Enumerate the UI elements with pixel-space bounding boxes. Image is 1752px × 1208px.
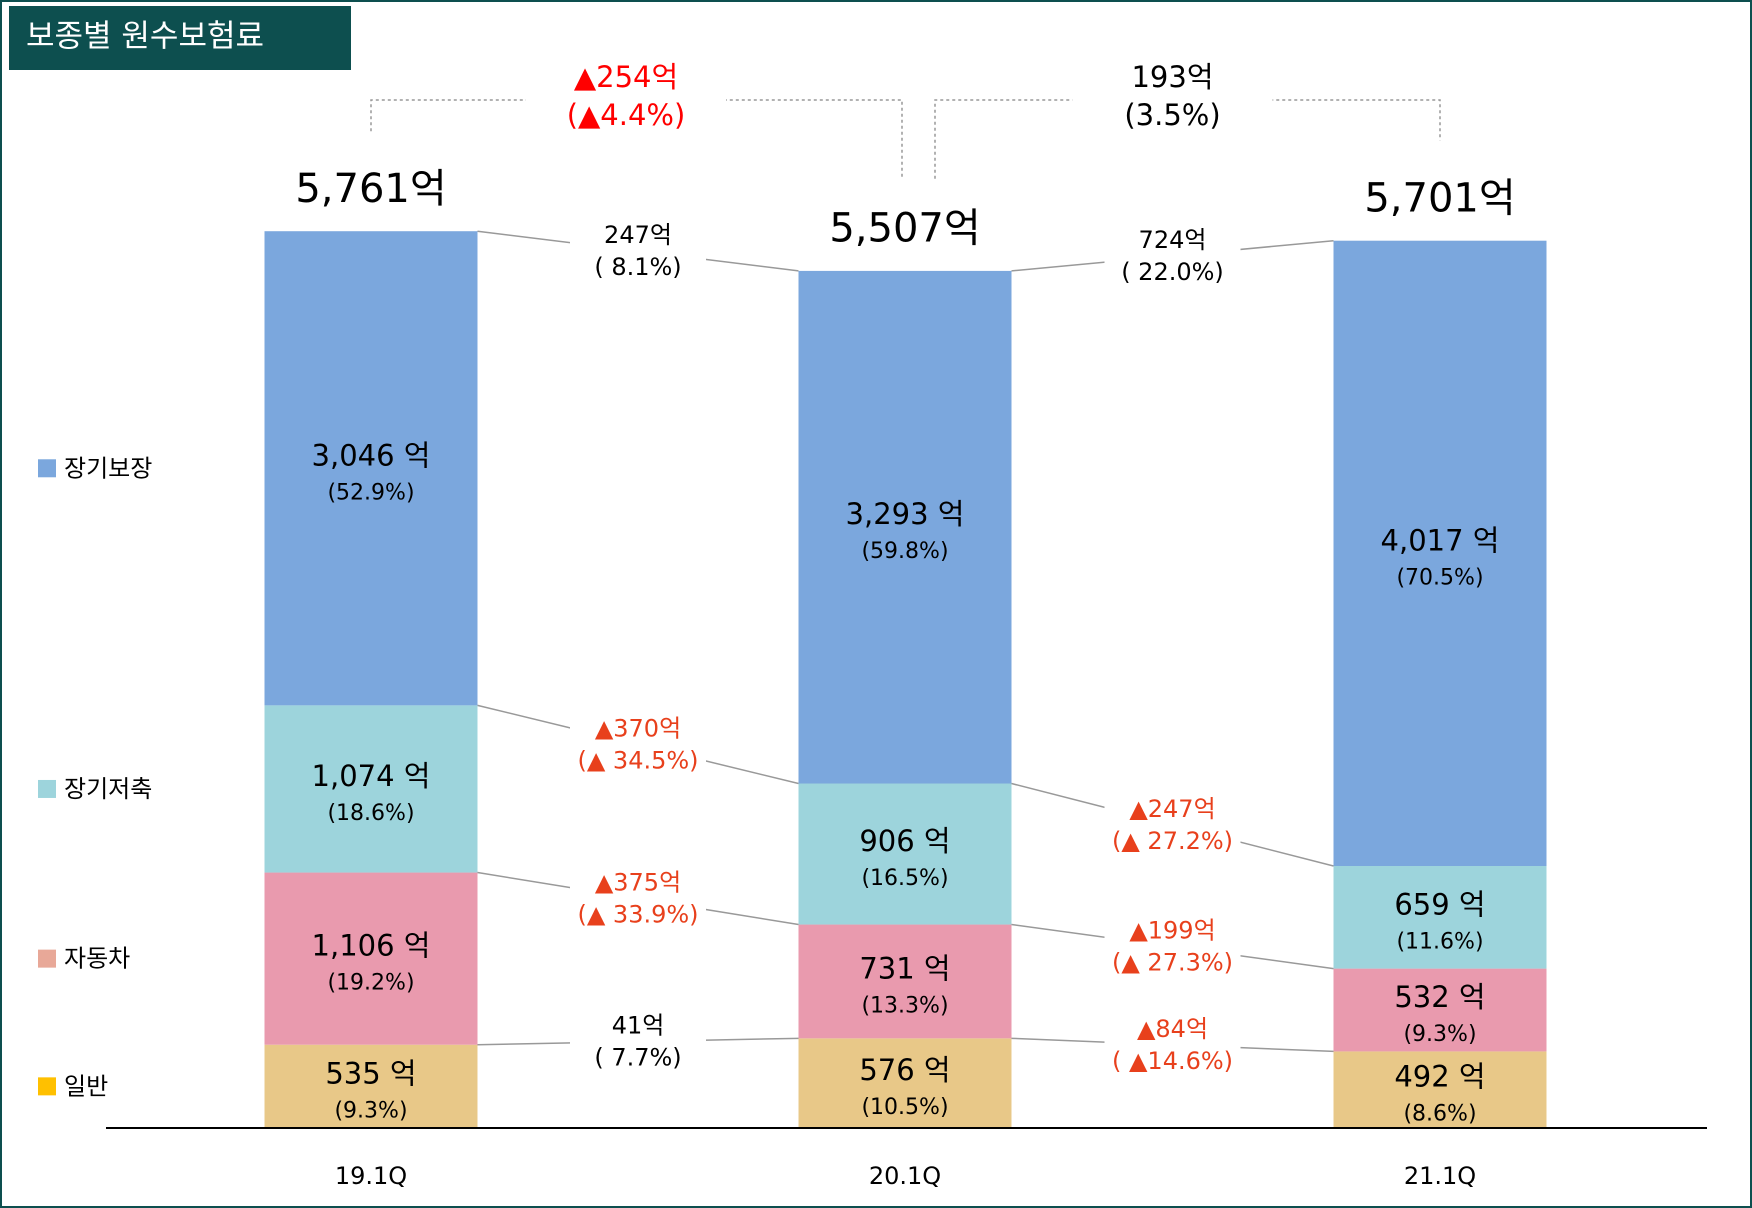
x-tick-label: 20.1Q — [869, 1162, 941, 1190]
bar-segment — [798, 1038, 1012, 1128]
value-label: 1,074 억 — [312, 759, 431, 793]
value-label: 576 억 — [859, 1053, 950, 1087]
bar-segment — [264, 705, 478, 873]
change-label: ( ▲14.6%) — [1112, 1047, 1233, 1075]
legend-swatch — [38, 459, 56, 478]
share-label: (9.3%) — [334, 1098, 407, 1123]
share-label: (59.8%) — [861, 539, 948, 564]
change-label: (▲ 27.3%) — [1112, 949, 1233, 977]
total-label: 5,761억 — [295, 166, 446, 212]
bar-segment — [1333, 866, 1547, 969]
share-label: (10.5%) — [861, 1095, 948, 1120]
value-label: 906 억 — [859, 824, 950, 858]
bar-segment — [798, 270, 1012, 784]
share-label: (52.9%) — [327, 480, 414, 505]
change-label-bg — [1104, 790, 1241, 859]
x-tick-label: 21.1Q — [1404, 1162, 1476, 1190]
bar-segment — [264, 872, 478, 1045]
legend-label: 자동차 — [64, 945, 130, 973]
value-label: 659 억 — [1394, 887, 1485, 921]
bar-segment — [798, 924, 1012, 1039]
total-change-label: ▲254억 — [574, 60, 678, 94]
value-label: 492 억 — [1394, 1060, 1485, 1094]
total-change-label: (▲4.4%) — [567, 98, 686, 132]
change-label-bg — [570, 864, 706, 933]
value-label: 731 억 — [859, 951, 950, 985]
value-label: 1,106 억 — [312, 929, 431, 963]
change-label: ▲247억 — [1129, 795, 1215, 823]
change-label: (▲ 33.9%) — [577, 901, 698, 929]
total-change-label: (3.5%) — [1124, 98, 1220, 132]
change-label-bg — [1104, 1010, 1241, 1079]
share-label: (70.5%) — [1396, 565, 1483, 590]
value-label: 3,293 억 — [846, 497, 965, 531]
change-label: ▲84억 — [1137, 1015, 1208, 1043]
legend-swatch — [38, 779, 56, 798]
change-label-bg — [1104, 221, 1241, 290]
total-change-bg — [1072, 55, 1273, 145]
change-label-bg — [570, 217, 706, 286]
change-label: ( 8.1%) — [594, 253, 681, 281]
value-label: 3,046 억 — [312, 438, 431, 472]
change-label: 724억 — [1139, 226, 1207, 254]
share-label: (8.6%) — [1403, 1102, 1476, 1127]
legend-label: 장기보장 — [64, 454, 152, 482]
total-change-label: 193억 — [1131, 60, 1213, 94]
share-label: (19.2%) — [327, 971, 414, 996]
legend-label: 장기저축 — [64, 775, 152, 803]
change-label-bg — [570, 710, 706, 779]
share-label: (13.3%) — [861, 993, 948, 1018]
bar-segment — [264, 231, 478, 706]
change-label: 247억 — [604, 221, 672, 249]
total-label: 5,507억 — [829, 206, 980, 252]
change-label: ( 7.7%) — [594, 1044, 681, 1072]
share-label: (11.6%) — [1396, 929, 1483, 954]
bar-segment — [1333, 240, 1547, 867]
legend-swatch — [38, 1077, 56, 1096]
legend-label: 일반 — [64, 1072, 108, 1100]
share-label: (9.3%) — [1403, 1022, 1476, 1047]
bar-segment — [264, 1044, 478, 1128]
bar-segment — [1333, 1051, 1547, 1128]
chart-title: 보종별 원수보험료 — [26, 19, 264, 55]
x-tick-label: 19.1Q — [335, 1162, 407, 1190]
change-label: ▲375억 — [595, 869, 681, 897]
share-label: (18.6%) — [327, 801, 414, 826]
bar-segment — [798, 783, 1012, 925]
change-label: ( 22.0%) — [1121, 258, 1224, 286]
value-label: 4,017 억 — [1381, 523, 1500, 557]
change-label-bg — [570, 1007, 706, 1076]
value-label: 532 억 — [1394, 980, 1485, 1014]
total-label: 5,701억 — [1364, 176, 1515, 222]
change-label: 41억 — [612, 1012, 665, 1040]
total-change-bg — [526, 55, 726, 145]
share-label: (16.5%) — [861, 866, 948, 891]
change-label-bg — [1104, 912, 1241, 981]
legend-swatch — [38, 949, 56, 968]
value-label: 535 억 — [325, 1056, 416, 1090]
change-label: ▲199억 — [1129, 917, 1215, 945]
change-label: ▲370억 — [595, 714, 681, 742]
change-label: (▲ 34.5%) — [577, 746, 698, 774]
bar-segment — [1333, 968, 1547, 1052]
title-box — [9, 6, 351, 70]
change-label: (▲ 27.2%) — [1112, 827, 1233, 855]
